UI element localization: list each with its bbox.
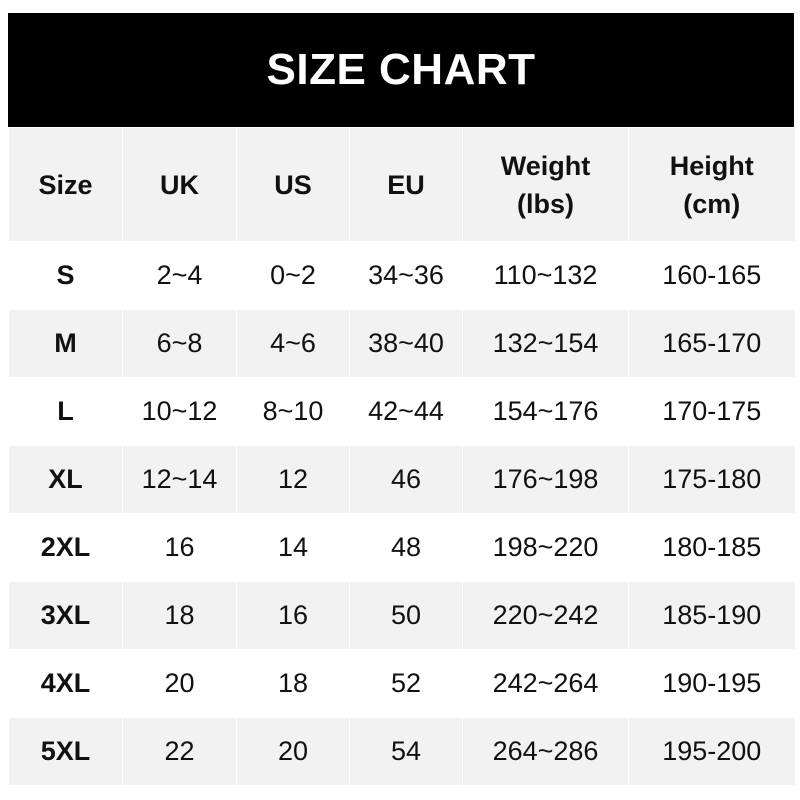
column-header-text: Size xyxy=(38,169,93,200)
column-header: UK xyxy=(122,127,237,242)
table-cell: 198~220 xyxy=(462,513,629,582)
size-cell: 5XL xyxy=(8,717,123,785)
column-header: EU xyxy=(349,127,463,242)
table-cell: 20 xyxy=(122,649,237,718)
table-cell: 195-200 xyxy=(628,717,795,785)
table-cell: 242~264 xyxy=(462,649,629,718)
table-cell: 20 xyxy=(236,717,350,785)
size-cell: 4XL xyxy=(8,649,123,718)
table-row: 5XL 22 20 54 264~286 195-200 xyxy=(8,717,795,785)
table-cell: 0~2 xyxy=(236,241,350,310)
table-cell: 48 xyxy=(349,513,463,582)
column-header: Weight (lbs) xyxy=(462,127,629,242)
table-cell: 176~198 xyxy=(462,445,629,514)
table-cell: 18 xyxy=(236,649,350,718)
table-cell: 16 xyxy=(236,581,350,650)
column-header: Size xyxy=(8,127,123,242)
table-cell: 42~44 xyxy=(349,377,463,446)
table-row: 2XL 16 14 48 198~220 180-185 xyxy=(8,513,795,582)
table-cell: 38~40 xyxy=(349,309,463,378)
table-cell: 18 xyxy=(122,581,237,650)
table-cell: 2~4 xyxy=(122,241,237,310)
table-cell: 12~14 xyxy=(122,445,237,514)
size-cell: 2XL xyxy=(8,513,123,582)
table-cell: 50 xyxy=(349,581,463,650)
column-header-text: US xyxy=(274,169,312,200)
table-row: M 6~8 4~6 38~40 132~154 165-170 xyxy=(8,309,795,378)
chart-title: SIZE CHART xyxy=(8,13,794,127)
table-cell: 190-195 xyxy=(628,649,795,718)
table-cell: 132~154 xyxy=(462,309,629,378)
table-cell: 22 xyxy=(122,717,237,785)
table-cell: 185-190 xyxy=(628,581,795,650)
size-cell: M xyxy=(8,309,123,378)
table-cell: 180-185 xyxy=(628,513,795,582)
column-header-text: (lbs) xyxy=(517,188,574,219)
header-row: Size UK US EU Weight (lbs) Height (cm) xyxy=(8,127,795,242)
table-row: XL 12~14 12 46 176~198 175-180 xyxy=(8,445,795,514)
table-cell: 110~132 xyxy=(462,241,629,310)
column-header: US xyxy=(236,127,350,242)
table-cell: 46 xyxy=(349,445,463,514)
table-cell: 6~8 xyxy=(122,309,237,378)
table-cell: 4~6 xyxy=(236,309,350,378)
table-cell: 160-165 xyxy=(628,241,795,310)
table-cell: 34~36 xyxy=(349,241,463,310)
column-header-text: Weight xyxy=(500,150,591,181)
table-cell: 54 xyxy=(349,717,463,785)
size-cell: L xyxy=(8,377,123,446)
size-cell: S xyxy=(8,241,123,310)
column-header-text: UK xyxy=(160,169,199,200)
table-cell: 12 xyxy=(236,445,350,514)
table-row: 3XL 18 16 50 220~242 185-190 xyxy=(8,581,795,650)
table-row: S 2~4 0~2 34~36 110~132 160-165 xyxy=(8,241,795,310)
column-header-text: (cm) xyxy=(683,188,741,219)
size-cell: XL xyxy=(8,445,123,514)
table-cell: 52 xyxy=(349,649,463,718)
table-cell: 170-175 xyxy=(628,377,795,446)
column-header-text: Height xyxy=(669,150,754,181)
table-row: L 10~12 8~10 42~44 154~176 170-175 xyxy=(8,377,795,446)
table-cell: 264~286 xyxy=(462,717,629,785)
table-cell: 10~12 xyxy=(122,377,237,446)
size-cell: 3XL xyxy=(8,581,123,650)
table-cell: 8~10 xyxy=(236,377,350,446)
table-cell: 154~176 xyxy=(462,377,629,446)
table-cell: 165-170 xyxy=(628,309,795,378)
table-cell: 16 xyxy=(122,513,237,582)
table-cell: 220~242 xyxy=(462,581,629,650)
table-cell: 175-180 xyxy=(628,445,795,514)
table-cell: 14 xyxy=(236,513,350,582)
table-row: 4XL 20 18 52 242~264 190-195 xyxy=(8,649,795,718)
column-header: Height (cm) xyxy=(628,127,795,242)
column-header-text: EU xyxy=(387,169,425,200)
size-table: Size UK US EU Weight (lbs) Height (cm) S 2~4 0~2 3… xyxy=(8,127,795,785)
